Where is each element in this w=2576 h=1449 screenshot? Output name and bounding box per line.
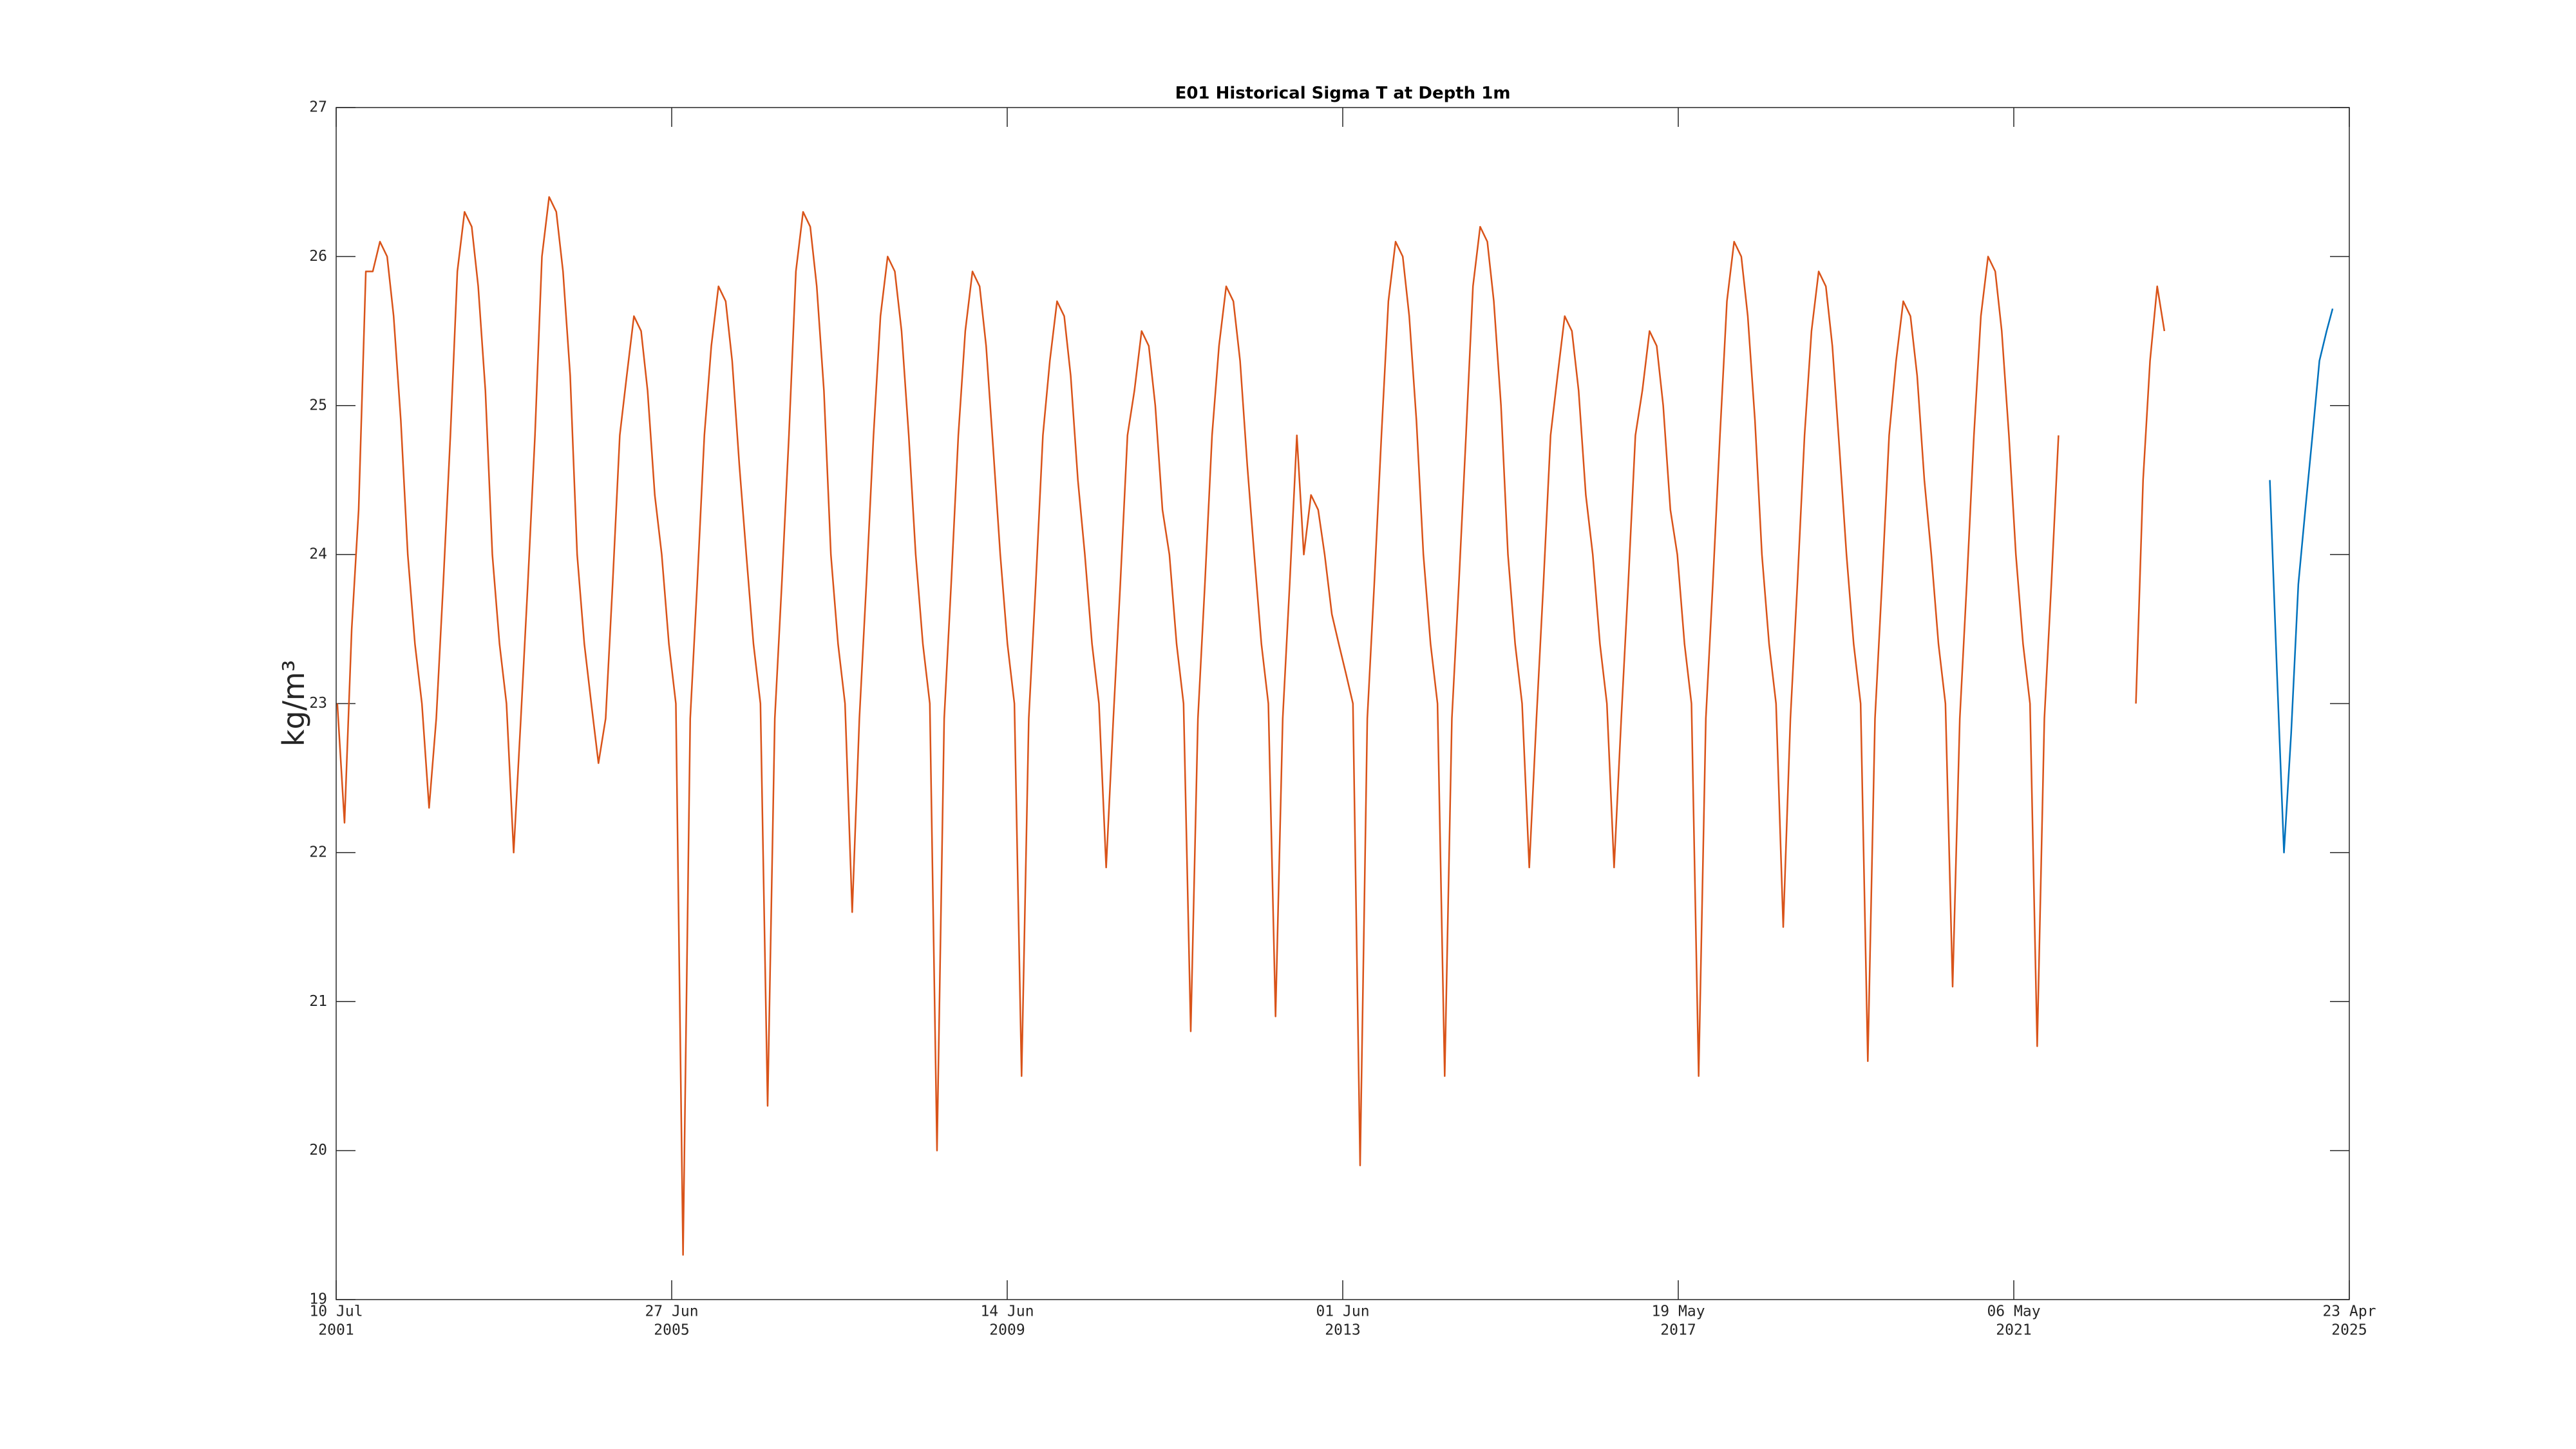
y-tick-label: 19 xyxy=(309,1291,327,1308)
data-line xyxy=(2269,308,2334,854)
x-tick-label: 2005 xyxy=(654,1322,689,1339)
y-tick-label: 23 xyxy=(309,695,327,712)
y-tick-label: 20 xyxy=(309,1142,327,1159)
x-tick-label: 2017 xyxy=(1660,1322,1696,1339)
y-tick-label: 26 xyxy=(309,248,327,265)
data-line xyxy=(336,196,2166,1256)
y-tick-label: 24 xyxy=(309,546,327,563)
x-tick-label: 2001 xyxy=(318,1322,354,1339)
y-tick-label: 21 xyxy=(309,993,327,1010)
y-tick-label: 22 xyxy=(309,844,327,860)
x-tick-label: 2013 xyxy=(1325,1322,1360,1339)
chart-title: E01 Historical Sigma T at Depth 1m xyxy=(1175,84,1511,103)
x-tick-label: 27 Jun xyxy=(645,1303,698,1320)
y-axis-label: kg/m³ xyxy=(276,660,311,747)
x-tick-label: 2009 xyxy=(989,1322,1025,1339)
x-tick-label: 10 Jul xyxy=(309,1303,363,1320)
x-tick-label: 14 Jun xyxy=(980,1303,1034,1320)
y-tick-label: 25 xyxy=(309,397,327,413)
axes-box xyxy=(336,107,2350,1300)
x-tick-label: 19 May xyxy=(1651,1303,1705,1320)
x-tick-label: 06 May xyxy=(1987,1303,2040,1320)
y-tick-label: 27 xyxy=(309,99,327,116)
x-tick-label: 23 Apr xyxy=(2322,1303,2376,1320)
x-tick-label: 2021 xyxy=(1996,1322,2031,1339)
x-tick-label: 2025 xyxy=(2331,1322,2367,1339)
x-tick-label: 01 Jun xyxy=(1316,1303,1369,1320)
